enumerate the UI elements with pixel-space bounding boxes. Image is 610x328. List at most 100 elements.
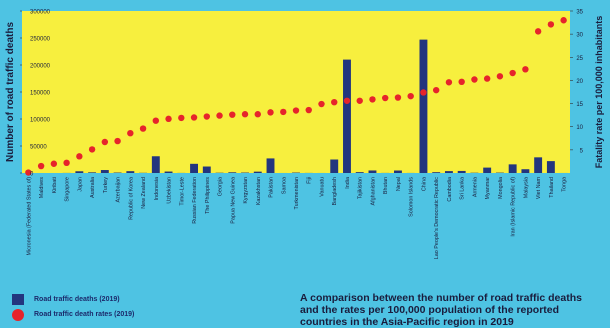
data-point [395, 94, 401, 100]
bar [343, 60, 351, 173]
x-tick-label: Bhutan [383, 177, 389, 194]
x-tick-label: Russian Federation [192, 177, 198, 224]
data-point [535, 28, 541, 34]
data-point [63, 160, 69, 166]
data-point [140, 125, 146, 131]
right-tick-label: 15 [576, 102, 583, 108]
x-tick-label: Thailand [549, 177, 555, 198]
bar [534, 157, 542, 173]
x-tick-label: India [345, 177, 351, 189]
data-point [369, 96, 375, 102]
bar [356, 172, 364, 173]
right-tick-label: 35 [576, 10, 583, 16]
left-tick-label: 100000 [30, 118, 51, 124]
x-tick-label: Kiribati [52, 177, 58, 193]
right-tick-label: 30 [576, 33, 583, 39]
bar [330, 160, 338, 174]
legend-item-bars: Road traffic deaths (2019) [12, 292, 134, 307]
legend-item-dots: Road traffic death rates (2019) [12, 307, 134, 322]
data-point [280, 109, 286, 115]
right-tick-label: 25 [576, 56, 583, 62]
x-tick-label: Papua New Guinea [230, 177, 236, 224]
x-tick-label: Tajikistan [358, 177, 364, 199]
data-point [216, 112, 222, 118]
x-tick-label: Cambodia [447, 177, 453, 202]
data-point [471, 76, 477, 82]
x-tick-label: Turkmenistan [294, 177, 300, 209]
bar [369, 170, 377, 173]
data-point [165, 116, 171, 122]
x-tick-label: Samoa [281, 177, 287, 194]
data-point [178, 115, 184, 121]
bar [203, 167, 211, 173]
right-axis-ticks: 5 10 15 20 25 30 35 [570, 10, 584, 155]
bar [394, 171, 402, 173]
data-point [407, 93, 413, 99]
left-tick-label: 250000 [30, 37, 51, 43]
left-tick-label: 300000 [30, 10, 51, 16]
right-tick-label: 10 [576, 125, 583, 131]
x-tick-label: Lao People's Democratic Republic [434, 177, 440, 260]
bar [101, 170, 109, 173]
x-tick-label: The Philippines [205, 177, 211, 214]
data-point [38, 163, 44, 169]
bar [228, 172, 236, 173]
data-point [331, 99, 337, 105]
x-tick-label: Indonesia [154, 177, 160, 200]
data-point [497, 73, 503, 79]
x-tick-label: Nepal [396, 177, 402, 191]
bar [267, 158, 275, 173]
legend-bar-swatch [12, 294, 24, 305]
left-tick-label: 150000 [30, 91, 51, 97]
x-tick-label: Afghanistan [370, 177, 376, 205]
x-tick-label: Pakistan [269, 177, 275, 198]
left-tick-label: 50000 [30, 145, 47, 151]
x-tick-label: Timor-Leste [179, 177, 185, 206]
data-point [522, 66, 528, 72]
data-point [76, 153, 82, 159]
x-tick-label: Fiji [307, 177, 313, 184]
data-point [89, 146, 95, 152]
legend: Road traffic deaths (2019) Road traffic … [12, 292, 134, 322]
bar [75, 171, 83, 173]
data-point [51, 161, 57, 167]
x-tick-label: Myanmar [485, 177, 491, 200]
x-tick-label: China [421, 177, 427, 191]
right-tick-label: 20 [576, 79, 583, 85]
x-tick-label: Micronesia (Federated States of) [26, 177, 32, 256]
left-axis-title: Number of road traffic deaths [5, 22, 16, 162]
bar [432, 172, 440, 173]
x-tick-label: Australia [90, 177, 96, 198]
x-tick-label: Sri Lanka [460, 177, 466, 200]
data-point [382, 95, 388, 101]
data-point [484, 75, 490, 81]
data-point [267, 109, 273, 115]
left-tick-label: 200000 [30, 64, 51, 70]
data-point [357, 98, 363, 104]
x-tick-label: New Zealand [141, 177, 147, 209]
right-tick-label: 5 [580, 148, 584, 154]
bar [521, 169, 529, 173]
x-tick-label: Iran (Islamic Republic of) [511, 177, 517, 237]
data-point [548, 21, 554, 27]
bar [152, 156, 160, 173]
data-point [102, 139, 108, 145]
x-tick-label: Singapore [65, 177, 71, 202]
x-tick-label: Republic of Korea [128, 177, 134, 220]
x-tick-label: Maldives [39, 177, 45, 199]
x-tick-label: Kazakhstan [256, 177, 262, 205]
bar [165, 172, 173, 173]
data-point [318, 101, 324, 107]
bar [88, 172, 96, 173]
x-tick-label: Bangladesh [332, 177, 338, 205]
x-axis-labels: Micronesia (Federated States of) Maldives… [26, 176, 567, 259]
right-axis-title: Fatality rate per 100,000 inhabitants [594, 16, 604, 169]
data-point [560, 17, 566, 23]
data-point [191, 114, 197, 120]
x-tick-label: Armenia [472, 177, 478, 197]
plot-area [22, 11, 570, 173]
data-point [420, 89, 426, 95]
legend-bar-label: Road traffic deaths (2019) [34, 296, 120, 303]
data-point [433, 87, 439, 93]
